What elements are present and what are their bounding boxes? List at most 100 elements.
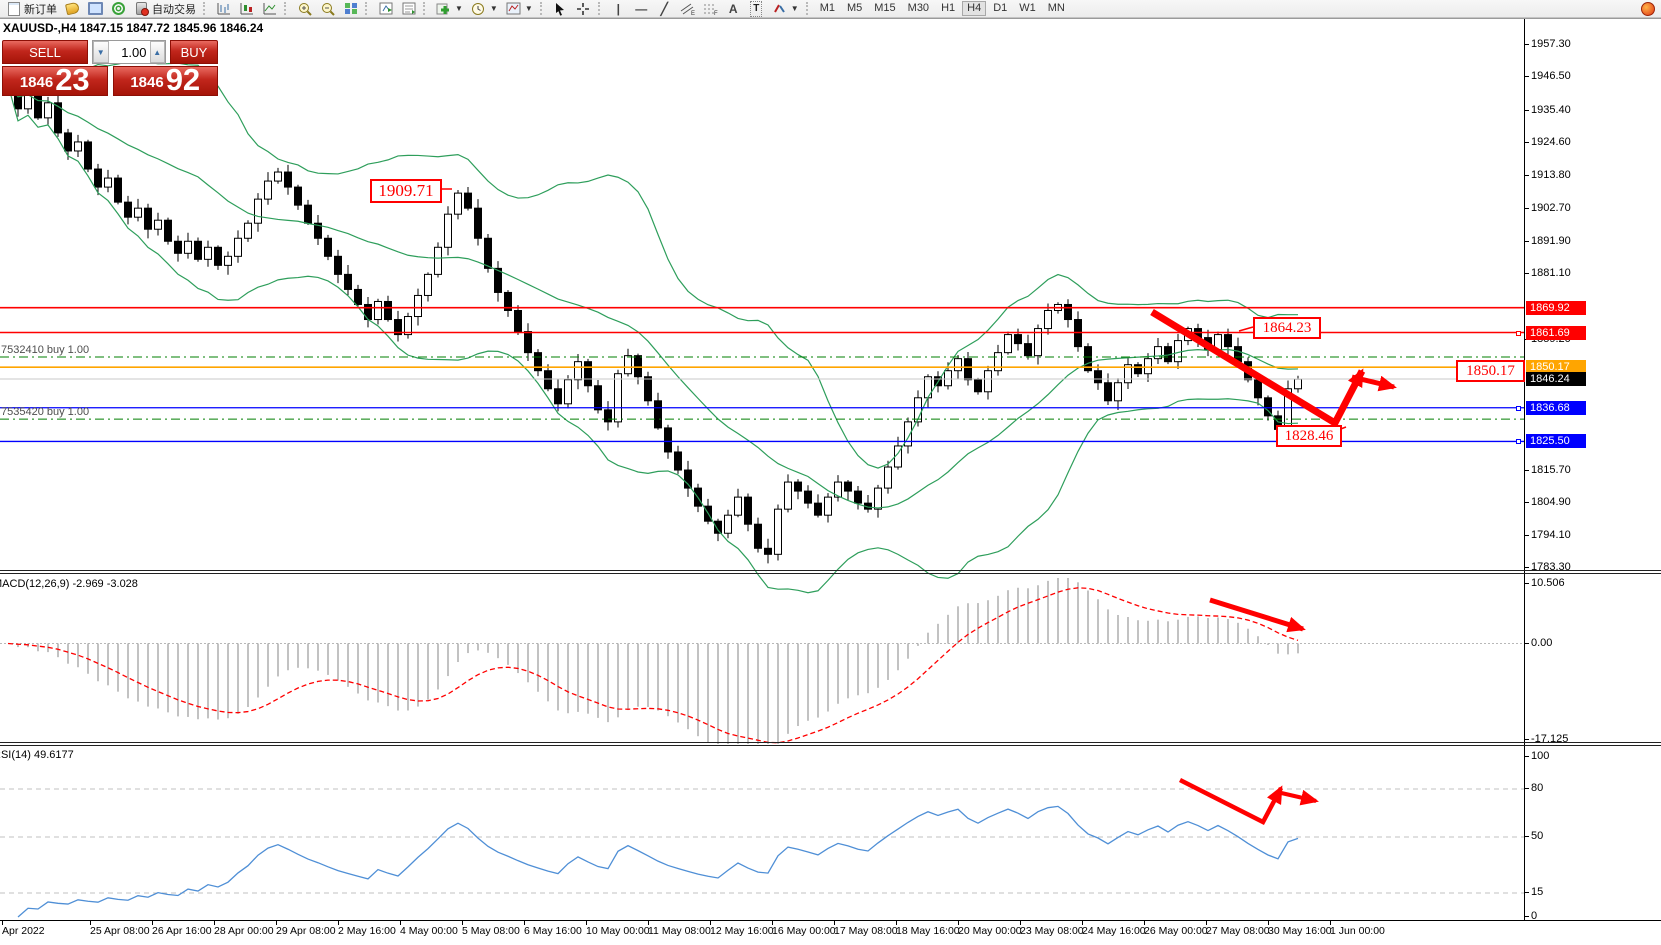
time-label: 20 May 00:00 xyxy=(958,925,1022,937)
toolbar-grip xyxy=(284,2,290,15)
time-label: 18 May 16:00 xyxy=(896,925,960,937)
autotrade-button[interactable]: 自动交易 xyxy=(130,1,200,17)
crosshair-icon xyxy=(576,2,591,16)
vertical-line-icon: | xyxy=(616,1,620,16)
buy-price[interactable]: 1846 92 xyxy=(112,62,218,97)
trend-arrow-2 xyxy=(1209,597,1306,633)
timeframe-h1[interactable]: H1 xyxy=(941,2,956,14)
fibonacci-icon: F xyxy=(703,2,718,16)
rsi-tick-80: 80 xyxy=(1523,782,1544,794)
svg-text:F: F xyxy=(714,11,718,15)
toolbar-grip xyxy=(423,2,429,15)
zoom-out-button[interactable] xyxy=(316,1,339,17)
order-label-0: 7532410 buy 1.00 xyxy=(1,344,90,356)
sell-price[interactable]: 1846 23 xyxy=(2,64,108,96)
templates-button[interactable]: ▼ xyxy=(502,1,537,17)
dropdown-caret-icon: ▼ xyxy=(489,4,498,13)
signals-button[interactable] xyxy=(107,1,130,17)
signal-icon xyxy=(111,2,126,16)
timeframe-m5[interactable]: M5 xyxy=(846,2,863,14)
zoom-in-button[interactable] xyxy=(293,1,316,17)
cursor-tool-button[interactable] xyxy=(549,1,572,17)
periods-button[interactable]: ▼ xyxy=(467,1,502,17)
time-tick xyxy=(90,920,91,925)
timeframe-d1[interactable]: D1 xyxy=(993,2,1008,14)
crosshair-tool-button[interactable] xyxy=(572,1,595,17)
price-annotation-1864.23[interactable]: 1864.23 xyxy=(1253,317,1321,339)
vertical-line-tool-button[interactable]: | xyxy=(607,1,630,17)
community-icon xyxy=(1640,1,1655,16)
equidistant-channel-tool-button[interactable]: E xyxy=(676,1,699,17)
price-chip-1850.17: 1850.17 xyxy=(1526,360,1586,375)
terminal-button[interactable] xyxy=(84,1,107,17)
macd-tick--17.125: -17.125 xyxy=(1523,733,1569,746)
add-indicator-button[interactable]: ▼ xyxy=(432,1,467,17)
macd-signal-line xyxy=(7,587,1299,744)
tile-windows-button[interactable] xyxy=(339,1,362,17)
timeframe-h4[interactable]: H4 xyxy=(962,1,987,16)
price-annotation-1850.17[interactable]: 1850.17 xyxy=(1456,360,1525,382)
time-label: 24 May 16:00 xyxy=(1082,925,1146,937)
fibonacci-tool-button[interactable]: F xyxy=(699,1,722,17)
time-label: 10 May 00:00 xyxy=(586,925,650,937)
time-tick xyxy=(338,920,339,925)
time-tick xyxy=(586,920,587,925)
trend-arrow-4 xyxy=(1276,789,1319,806)
line-handle[interactable] xyxy=(1516,330,1521,336)
clock-icon xyxy=(471,2,486,16)
time-tick xyxy=(400,920,401,925)
line-chart-button[interactable] xyxy=(258,1,281,17)
price-tick-1957.3: 1957.30 xyxy=(1524,37,1571,50)
horizontal-line-tool-button[interactable]: — xyxy=(630,1,653,17)
sell-button[interactable]: SELL xyxy=(2,40,88,64)
autotrade-label: 自动交易 xyxy=(152,3,196,16)
time-tick xyxy=(524,920,525,925)
pane-separator[interactable] xyxy=(0,742,1661,743)
price-annotation-1909.71[interactable]: 1909.71 xyxy=(370,179,442,203)
price-annotation-1828.46[interactable]: 1828.46 xyxy=(1276,425,1342,447)
time-label: 27 May 08:00 xyxy=(1206,925,1270,937)
timeframe-m30[interactable]: M30 xyxy=(907,2,930,14)
megaphone-icon xyxy=(64,1,81,16)
volume-decrease-button[interactable]: ▼ xyxy=(93,41,109,63)
data-window-button[interactable] xyxy=(397,1,420,17)
timeframe-w1[interactable]: W1 xyxy=(1019,2,1036,14)
macd-label: MACD(12,26,9) -2.969 -3.028 xyxy=(0,578,138,590)
volume-input[interactable] xyxy=(108,41,150,63)
price-tick-1881.1: 1881.10 xyxy=(1524,267,1571,280)
arrows-tool-button[interactable]: ▼ xyxy=(768,1,803,17)
price-tick-1924.6: 1924.60 xyxy=(1524,136,1571,149)
volume-increase-button[interactable]: ▲ xyxy=(149,41,165,63)
line-handle[interactable] xyxy=(1516,405,1521,411)
line-handle[interactable] xyxy=(1516,439,1521,445)
cursor-icon xyxy=(553,2,568,16)
trendline-tool-button[interactable]: ╱ xyxy=(653,1,676,17)
new-order-icon xyxy=(6,1,21,16)
community-button[interactable] xyxy=(1636,1,1659,17)
macd-tick-0.00: 0.00 xyxy=(1523,636,1553,649)
bar-chart-button[interactable] xyxy=(212,1,235,17)
buy-button[interactable]: BUY xyxy=(170,40,218,64)
pane-separator[interactable] xyxy=(0,570,1661,571)
new-order-button[interactable]: 新订单 xyxy=(2,1,61,17)
buy-price-big: 92 xyxy=(165,62,201,97)
alerts-button[interactable] xyxy=(61,1,84,17)
price-tick-1935.4: 1935.40 xyxy=(1524,103,1571,116)
timeframe-m15[interactable]: M15 xyxy=(874,2,896,14)
toolbar-grip xyxy=(805,2,812,15)
indicator-list-button[interactable] xyxy=(374,1,397,17)
tile-windows-icon xyxy=(343,2,358,16)
time-label: 26 May 00:00 xyxy=(1144,925,1208,937)
chart-top-border xyxy=(0,18,1661,19)
time-label: 4 May 00:00 xyxy=(400,925,458,937)
time-tick xyxy=(152,920,153,925)
timeframe-mn[interactable]: MN xyxy=(1047,2,1065,14)
text-tool-button[interactable]: A xyxy=(722,1,745,17)
timeframe-m1[interactable]: M1 xyxy=(819,2,835,14)
trendline-icon: ╱ xyxy=(660,1,668,16)
text-label-tool-button[interactable]: T xyxy=(745,0,768,17)
candle-chart-button[interactable] xyxy=(235,1,258,17)
toolbar-grip xyxy=(597,2,604,15)
